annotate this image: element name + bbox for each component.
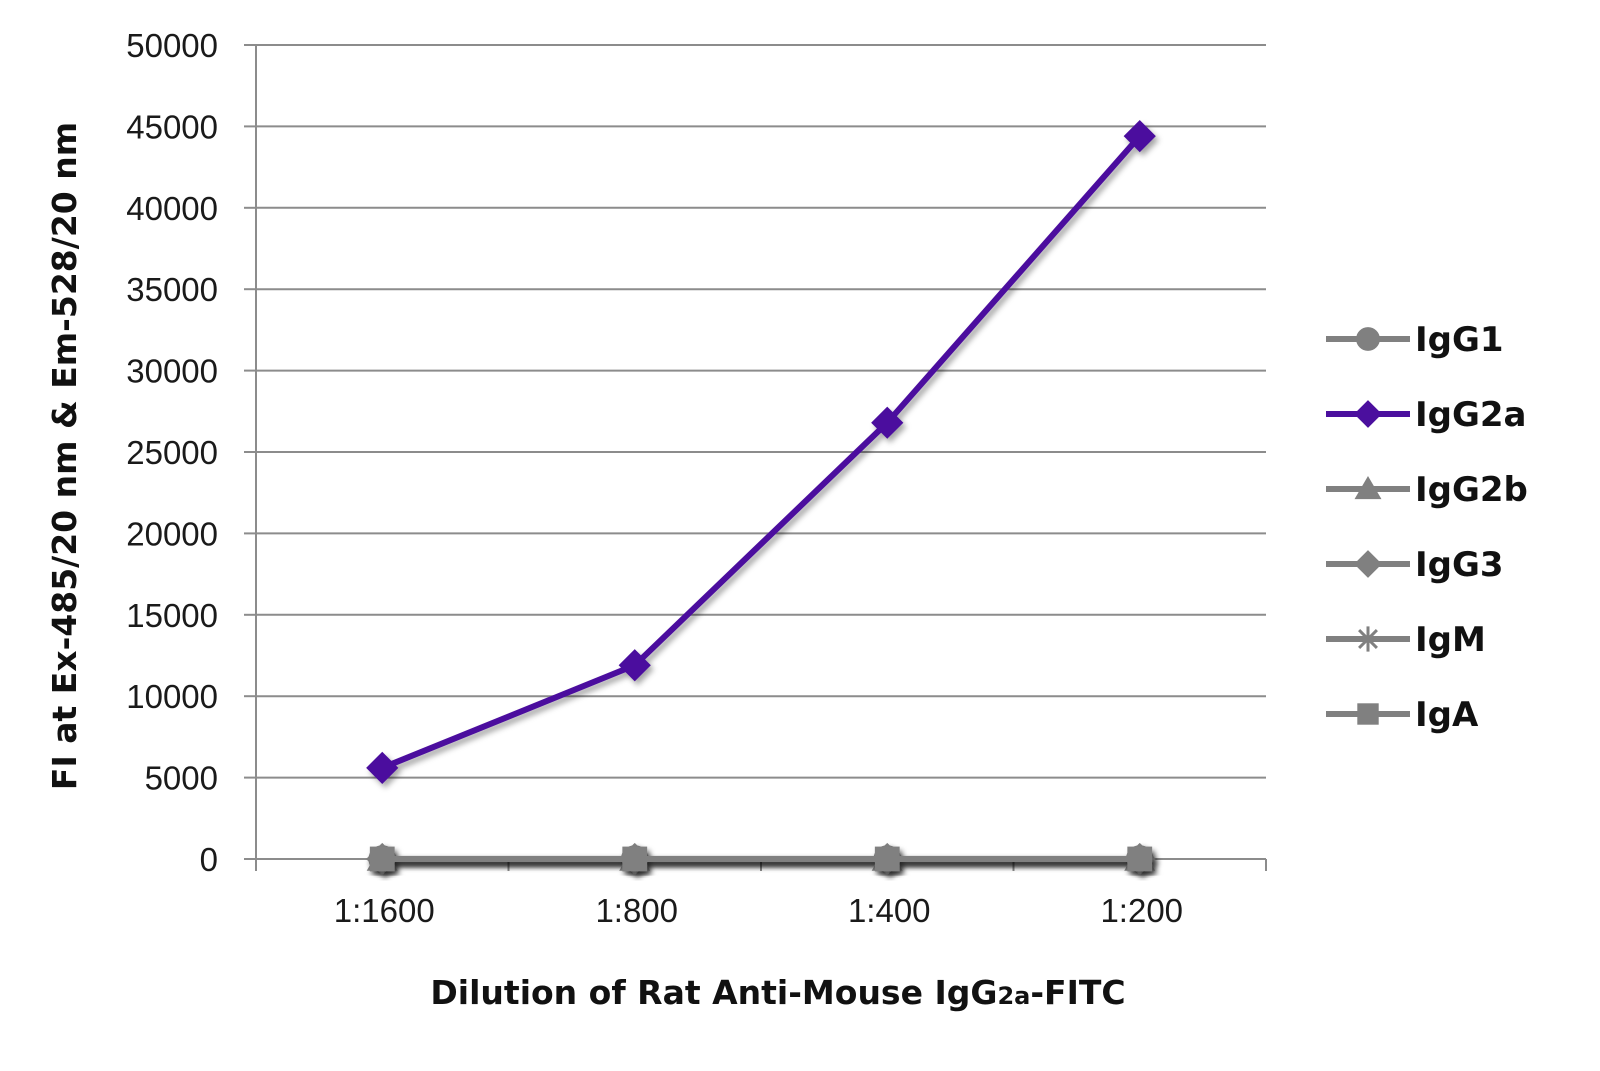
data-point-IgA bbox=[874, 846, 900, 872]
marker-stroke bbox=[1358, 629, 1378, 649]
x-tick-label: 1:200 bbox=[1100, 892, 1183, 929]
y-tick-label: 5000 bbox=[145, 760, 218, 797]
legend-marker bbox=[1357, 703, 1379, 725]
series-IgA bbox=[369, 846, 1153, 872]
legend-marker bbox=[1354, 400, 1382, 428]
legend: IgG1 IgG2a IgG2b IgG3 IgM IgA bbox=[1326, 320, 1528, 735]
legend-label: IgG2a bbox=[1415, 395, 1527, 435]
y-tick-label: 20000 bbox=[126, 515, 218, 552]
x-axis-title-tail: -FITC bbox=[1030, 973, 1125, 1012]
y-tick-label: 0 bbox=[200, 841, 218, 878]
legend-marker bbox=[1354, 476, 1382, 500]
legend-label: IgG2b bbox=[1415, 470, 1528, 510]
legend-label: IgA bbox=[1415, 695, 1479, 735]
legend-marker bbox=[1354, 550, 1382, 578]
series-line-IgG2a bbox=[381, 134, 1143, 771]
legend-item-IgA: IgA bbox=[1326, 695, 1479, 735]
x-axis-title-subscript: 2a bbox=[997, 982, 1030, 1010]
data-point-IgA bbox=[622, 846, 648, 872]
legend-item-IgG3: IgG3 bbox=[1326, 545, 1504, 585]
legend-item-IgG2a: IgG2a bbox=[1326, 395, 1527, 435]
y-tick-label: 40000 bbox=[126, 190, 218, 227]
x-tick-label: 1:800 bbox=[595, 892, 678, 929]
y-tick-label: 45000 bbox=[126, 108, 218, 145]
legend-label: IgG1 bbox=[1415, 320, 1504, 360]
y-tick-label: 30000 bbox=[126, 353, 218, 390]
data-point-IgG2a bbox=[871, 406, 904, 439]
data-point-IgG2a bbox=[366, 751, 399, 784]
legend-label: IgG3 bbox=[1415, 545, 1504, 585]
y-axis-title: FI at Ex-485/20 nm & Em-528/20 nm bbox=[45, 122, 84, 790]
grid-lines bbox=[256, 44, 1266, 779]
x-axis-title: Dilution of Rat Anti-Mouse IgG2a-FITC bbox=[430, 973, 1125, 1012]
legend-marker bbox=[1356, 327, 1380, 351]
y-tick-labels: 0 5000 10000 15000 20000 25000 30000 35000 40000… bbox=[126, 27, 218, 878]
x-tick-label: 1:400 bbox=[848, 892, 931, 929]
data-point-IgA bbox=[369, 846, 395, 872]
legend-label: IgM bbox=[1415, 620, 1486, 660]
data-point-IgA bbox=[1127, 846, 1153, 872]
y-tick-label: 50000 bbox=[126, 27, 218, 64]
y-tick-label: 10000 bbox=[126, 678, 218, 715]
legend-item-IgM: IgM bbox=[1326, 620, 1486, 660]
y-tick-label: 35000 bbox=[126, 271, 218, 308]
data-point-IgG2a bbox=[618, 649, 651, 682]
x-tick-labels: 1:1600 1:800 1:400 1:200 bbox=[334, 892, 1183, 929]
y-tick-label: 25000 bbox=[126, 434, 218, 471]
legend-item-IgG1: IgG1 bbox=[1326, 320, 1504, 360]
series-group bbox=[366, 120, 1156, 876]
x-tick-label: 1:1600 bbox=[334, 892, 435, 929]
x-axis-title-main: Dilution of Rat Anti-Mouse IgG bbox=[430, 973, 997, 1012]
series-IgG2a bbox=[366, 120, 1156, 784]
legend-marker bbox=[1355, 626, 1381, 652]
legend-item-IgG2b: IgG2b bbox=[1326, 470, 1528, 510]
y-tick-label: 15000 bbox=[126, 597, 218, 634]
data-point-IgG2a bbox=[1123, 120, 1156, 153]
